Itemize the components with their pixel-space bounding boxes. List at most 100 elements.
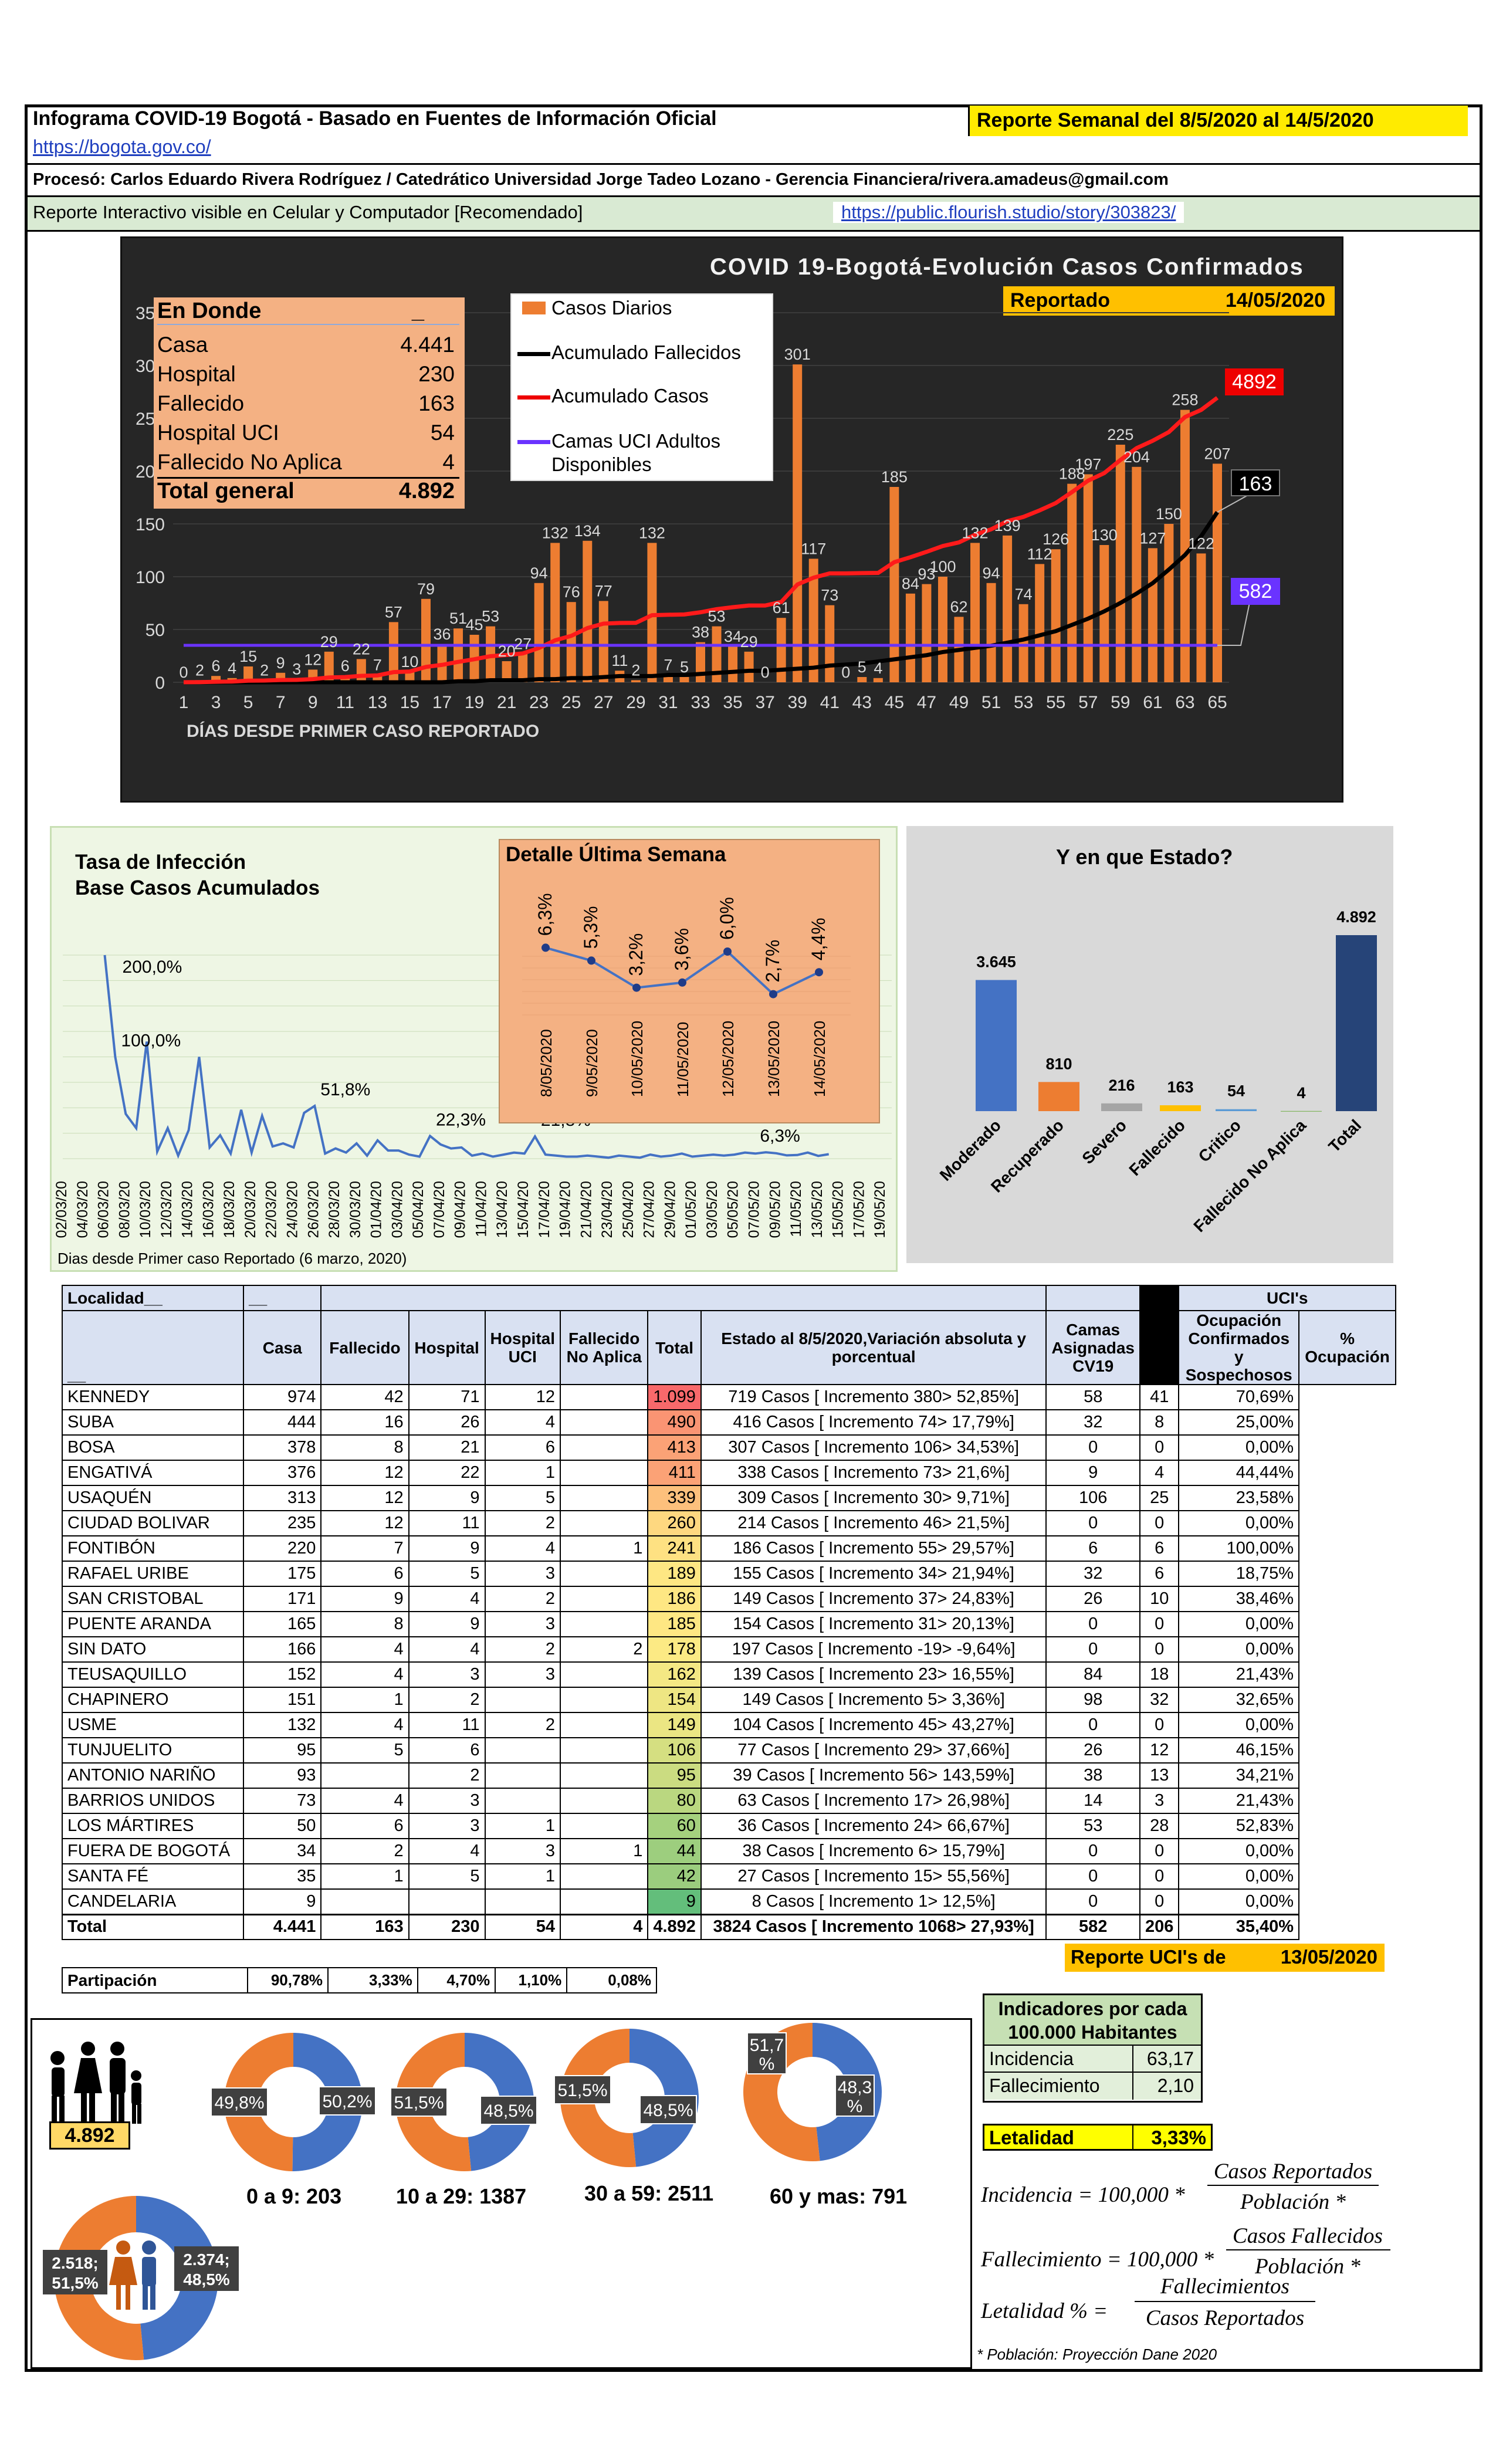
hospital-cell: 4 (408, 1586, 486, 1612)
formula-letal-den: Casos Reportados (1145, 2306, 1305, 2330)
gender-label: 2.518; (52, 2254, 98, 2272)
evo-xtick: 63 (1175, 693, 1194, 712)
evo-bar-label: 20 (498, 642, 516, 660)
hospital-cell: 11 (408, 1712, 486, 1738)
state-category: Fallecido No Aplica (1190, 1116, 1309, 1236)
camas-cell: 9 (1045, 1460, 1140, 1486)
interactive-note: Reporte Interactivo visible en Celular y… (33, 202, 583, 222)
donut-slice-orange (224, 2033, 293, 2171)
camas-cell: 53 (1045, 1813, 1140, 1839)
estado-cell: 309 Casos [ Incremento 30> 9,71%] (700, 1485, 1047, 1511)
indicators-card: Indicadores por cada 100.000 Habitantes … (983, 1993, 1203, 2103)
evo-bar (583, 540, 593, 682)
evo-bar-label: 7 (373, 656, 382, 673)
loc-name-cell: USME (61, 1712, 245, 1738)
hospital-cell: 3 (408, 1661, 486, 1688)
evo-line-deaths (184, 511, 1219, 685)
state-category: Fallecido (1125, 1116, 1189, 1179)
hospital-cell: 21 (408, 1434, 486, 1461)
evo-xtick: 57 (1078, 693, 1098, 712)
camas-cell: 6 (1045, 1535, 1140, 1562)
evo-bar (534, 583, 544, 682)
report-period: Reporte Semanal del 8/5/2020 al 14/5/202… (968, 106, 1468, 136)
donut-caption-1: 10 a 29: 1387 (396, 2184, 527, 2208)
letalidad-label: Letalidad (989, 2127, 1074, 2148)
wk-point (541, 943, 550, 952)
camas-cell: 38 (1045, 1762, 1140, 1789)
ocupacion-cell: 0 (1139, 1863, 1180, 1890)
evo-bar-label: 0 (761, 664, 770, 681)
legend-swatch-daily (522, 302, 546, 314)
ocupacion-cell: 10 (1139, 1586, 1180, 1612)
evo-bar-label: 74 (1015, 585, 1033, 603)
interactive-link[interactable]: https://public.flourish.studio/story/303… (833, 202, 1184, 223)
evo-bar (324, 651, 334, 682)
camas-cell: 98 (1045, 1687, 1140, 1713)
evo-xtick: 21 (497, 693, 516, 712)
fallecido-cell: 163 (320, 1913, 409, 1940)
evo-bar (857, 677, 867, 682)
loc-name-cell: SIN DATO (61, 1636, 245, 1663)
ocupacion-cell: 0 (1139, 1838, 1180, 1864)
evo-xtick: 19 (465, 693, 484, 712)
hospital-cell: 230 (408, 1913, 486, 1940)
evo-xtick: 5 (243, 693, 253, 712)
formula-incidencia-num: Casos Reportados (1213, 2160, 1373, 2184)
wk-date-tick: 9/05/2020 (583, 1029, 601, 1097)
formula-incidencia-den: Población * (1240, 2190, 1346, 2214)
evo-bar-label: 132 (542, 524, 568, 541)
col-total: Total (647, 1310, 702, 1385)
source-link[interactable]: https://bogota.gov.co/ (33, 136, 211, 157)
loc-name-cell: RAFAEL URIBE (61, 1561, 245, 1587)
hospital-uci-cell: 4 (484, 1409, 561, 1436)
ocupacion-cell: 12 (1139, 1737, 1180, 1764)
inf-date-tick: 02/03/20 (53, 1181, 70, 1238)
pct-ocupacion-cell: 21,43% (1178, 1661, 1300, 1688)
evo-bar-label: 51 (449, 610, 467, 627)
last-week-panel (499, 839, 880, 1123)
uci-report-badge: Reporte UCI's de 13/05/2020 (1065, 1944, 1385, 1972)
col-estado: Estado al 8/5/2020,Variación absoluta y … (700, 1310, 1047, 1385)
state-title: Y en que Estado? (1056, 845, 1233, 869)
wk-point (769, 990, 777, 999)
male-icon-body (142, 2257, 156, 2286)
participation-fallecido: 3,33% (327, 1967, 418, 1993)
evo-xtick: 11 (336, 693, 354, 712)
table-row: CIUDAD BOLIVAR 235 12 11 2 260 214 Casos [ Inc… (61, 1510, 1396, 1536)
loc-name-cell: PUENTE ARANDA (61, 1611, 245, 1637)
formula-fallec-den: Población * (1255, 2255, 1360, 2279)
fallecido-cell: 4 (320, 1788, 409, 1814)
evo-bar (1164, 524, 1174, 682)
inf-date-tick: 28/03/20 (326, 1181, 343, 1238)
donut-label: 49,8% (214, 2093, 264, 2113)
hospital-cell: 11 (408, 1510, 486, 1536)
casa-cell: 151 (243, 1687, 322, 1713)
participation-hospital: 4,70% (417, 1967, 496, 1993)
pct-ocupacion-cell: 100,00% (1178, 1535, 1300, 1562)
fallecido-no-aplica-cell (560, 1384, 649, 1410)
evo-xtick: 33 (691, 693, 710, 712)
evo-bar-label: 11 (611, 652, 628, 669)
estado-cell: 63 Casos [ Incremento 17> 26,98%] (700, 1788, 1047, 1814)
pct-ocupacion-cell: 0,00% (1178, 1434, 1300, 1461)
evo-xtick: 47 (917, 693, 936, 712)
fallecido-cell: 2 (320, 1838, 409, 1864)
evo-bar (243, 666, 253, 682)
pct-ocupacion-cell: 0,00% (1178, 1888, 1300, 1915)
evo-ytick: 50 (145, 621, 165, 640)
loc-name-cell: Total (61, 1913, 245, 1940)
hospital-uci-cell: 3 (484, 1611, 561, 1637)
inf-date-tick: 07/05/20 (746, 1181, 762, 1238)
donut-label: 51,7 (750, 2036, 784, 2055)
fallecido-cell: 16 (320, 1409, 409, 1436)
evo-bar-label: 2 (260, 661, 269, 679)
state-value-label: 810 (1045, 1055, 1072, 1072)
casa-cell: 34 (243, 1838, 322, 1864)
pct-ocupacion-cell: 0,00% (1178, 1510, 1300, 1536)
evo-bar-label: 94 (530, 564, 548, 582)
fallecido-no-aplica-cell (560, 1661, 649, 1688)
table-row: TUNJUELITO 95 5 6 106 77 Casos [ Incremento 2… (61, 1737, 1396, 1764)
wk-date-tick: 13/05/2020 (765, 1021, 783, 1097)
camas-cell: 84 (1045, 1661, 1140, 1688)
incidencia-value: 63,17 (1146, 2048, 1194, 2069)
